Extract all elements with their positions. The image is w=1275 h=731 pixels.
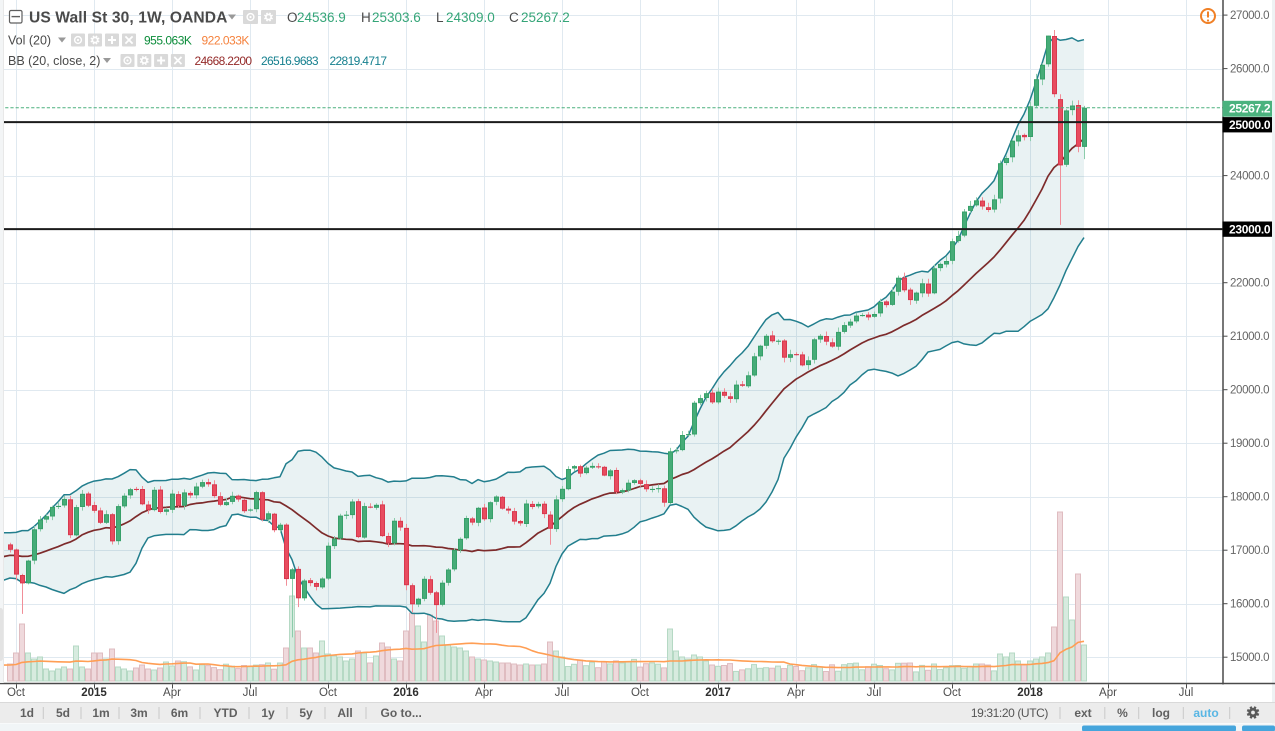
- svg-text:BB (20, close, 2): BB (20, close, 2): [8, 54, 100, 68]
- svg-text:26000.0: 26000.0: [1230, 64, 1269, 76]
- svg-text:%: %: [1117, 706, 1128, 720]
- svg-text:23000.0: 23000.0: [1229, 222, 1271, 236]
- svg-text:Apr: Apr: [163, 687, 181, 699]
- svg-text:2018: 2018: [1017, 687, 1043, 699]
- svg-text:2017: 2017: [705, 687, 731, 699]
- svg-text:Jul: Jul: [555, 687, 570, 699]
- svg-text:YTD: YTD: [214, 706, 238, 720]
- svg-text:24536.9: 24536.9: [297, 10, 346, 25]
- svg-text:Vol (20): Vol (20): [8, 34, 51, 48]
- svg-text:Jul: Jul: [1179, 687, 1194, 699]
- svg-text:15000.0: 15000.0: [1230, 652, 1269, 664]
- svg-text:22000.0: 22000.0: [1230, 278, 1269, 290]
- svg-text:5y: 5y: [299, 706, 313, 720]
- svg-text:US Wall St 30, 1W, OANDA: US Wall St 30, 1W, OANDA: [29, 10, 228, 27]
- svg-text:922.033K: 922.033K: [202, 34, 250, 48]
- svg-text:24668.2200: 24668.2200: [195, 54, 253, 68]
- svg-text:24000.0: 24000.0: [1230, 171, 1269, 183]
- svg-text:2016: 2016: [393, 687, 419, 699]
- svg-text:25267.2: 25267.2: [1229, 102, 1271, 116]
- svg-text:6m: 6m: [171, 706, 188, 720]
- svg-text:C: C: [509, 10, 519, 25]
- svg-text:ext: ext: [1074, 706, 1091, 720]
- svg-text:18000.0: 18000.0: [1230, 492, 1269, 504]
- svg-text:Go to...: Go to...: [381, 706, 422, 720]
- svg-text:3m: 3m: [130, 706, 147, 720]
- svg-text:1y: 1y: [261, 706, 275, 720]
- svg-text:26516.9683: 26516.9683: [261, 54, 319, 68]
- svg-text:25303.6: 25303.6: [372, 10, 421, 25]
- svg-text:All: All: [337, 706, 352, 720]
- svg-text:Oct: Oct: [943, 687, 962, 699]
- svg-text:Oct: Oct: [319, 687, 338, 699]
- svg-text:2015: 2015: [81, 687, 107, 699]
- svg-text:17000.0: 17000.0: [1230, 545, 1269, 557]
- svg-text:27000.0: 27000.0: [1230, 10, 1269, 22]
- svg-text:1d: 1d: [20, 706, 34, 720]
- svg-text:21000.0: 21000.0: [1230, 331, 1269, 343]
- svg-text:O: O: [287, 10, 298, 25]
- svg-text:auto: auto: [1193, 706, 1218, 720]
- svg-text:5d: 5d: [56, 706, 70, 720]
- svg-text:Apr: Apr: [787, 687, 805, 699]
- svg-text:Jul: Jul: [243, 687, 258, 699]
- svg-text:25000.0: 25000.0: [1229, 118, 1271, 132]
- svg-text:Apr: Apr: [1099, 687, 1117, 699]
- svg-text:L: L: [436, 10, 444, 25]
- svg-text:24309.0: 24309.0: [446, 10, 495, 25]
- svg-text:H: H: [361, 10, 371, 25]
- svg-text:Oct: Oct: [631, 687, 650, 699]
- svg-text:Apr: Apr: [475, 687, 493, 699]
- svg-text:19:31:20 (UTC): 19:31:20 (UTC): [971, 706, 1049, 720]
- svg-text:Jul: Jul: [867, 687, 882, 699]
- svg-text:Oct: Oct: [7, 687, 26, 699]
- svg-text:log: log: [1152, 706, 1170, 720]
- svg-text:25267.2: 25267.2: [521, 10, 570, 25]
- svg-text:1m: 1m: [92, 706, 109, 720]
- svg-text:20000.0: 20000.0: [1230, 385, 1269, 397]
- svg-text:19000.0: 19000.0: [1230, 438, 1269, 450]
- svg-text:22819.4717: 22819.4717: [330, 54, 388, 68]
- svg-text:16000.0: 16000.0: [1230, 599, 1269, 611]
- svg-text:955.063K: 955.063K: [144, 34, 192, 48]
